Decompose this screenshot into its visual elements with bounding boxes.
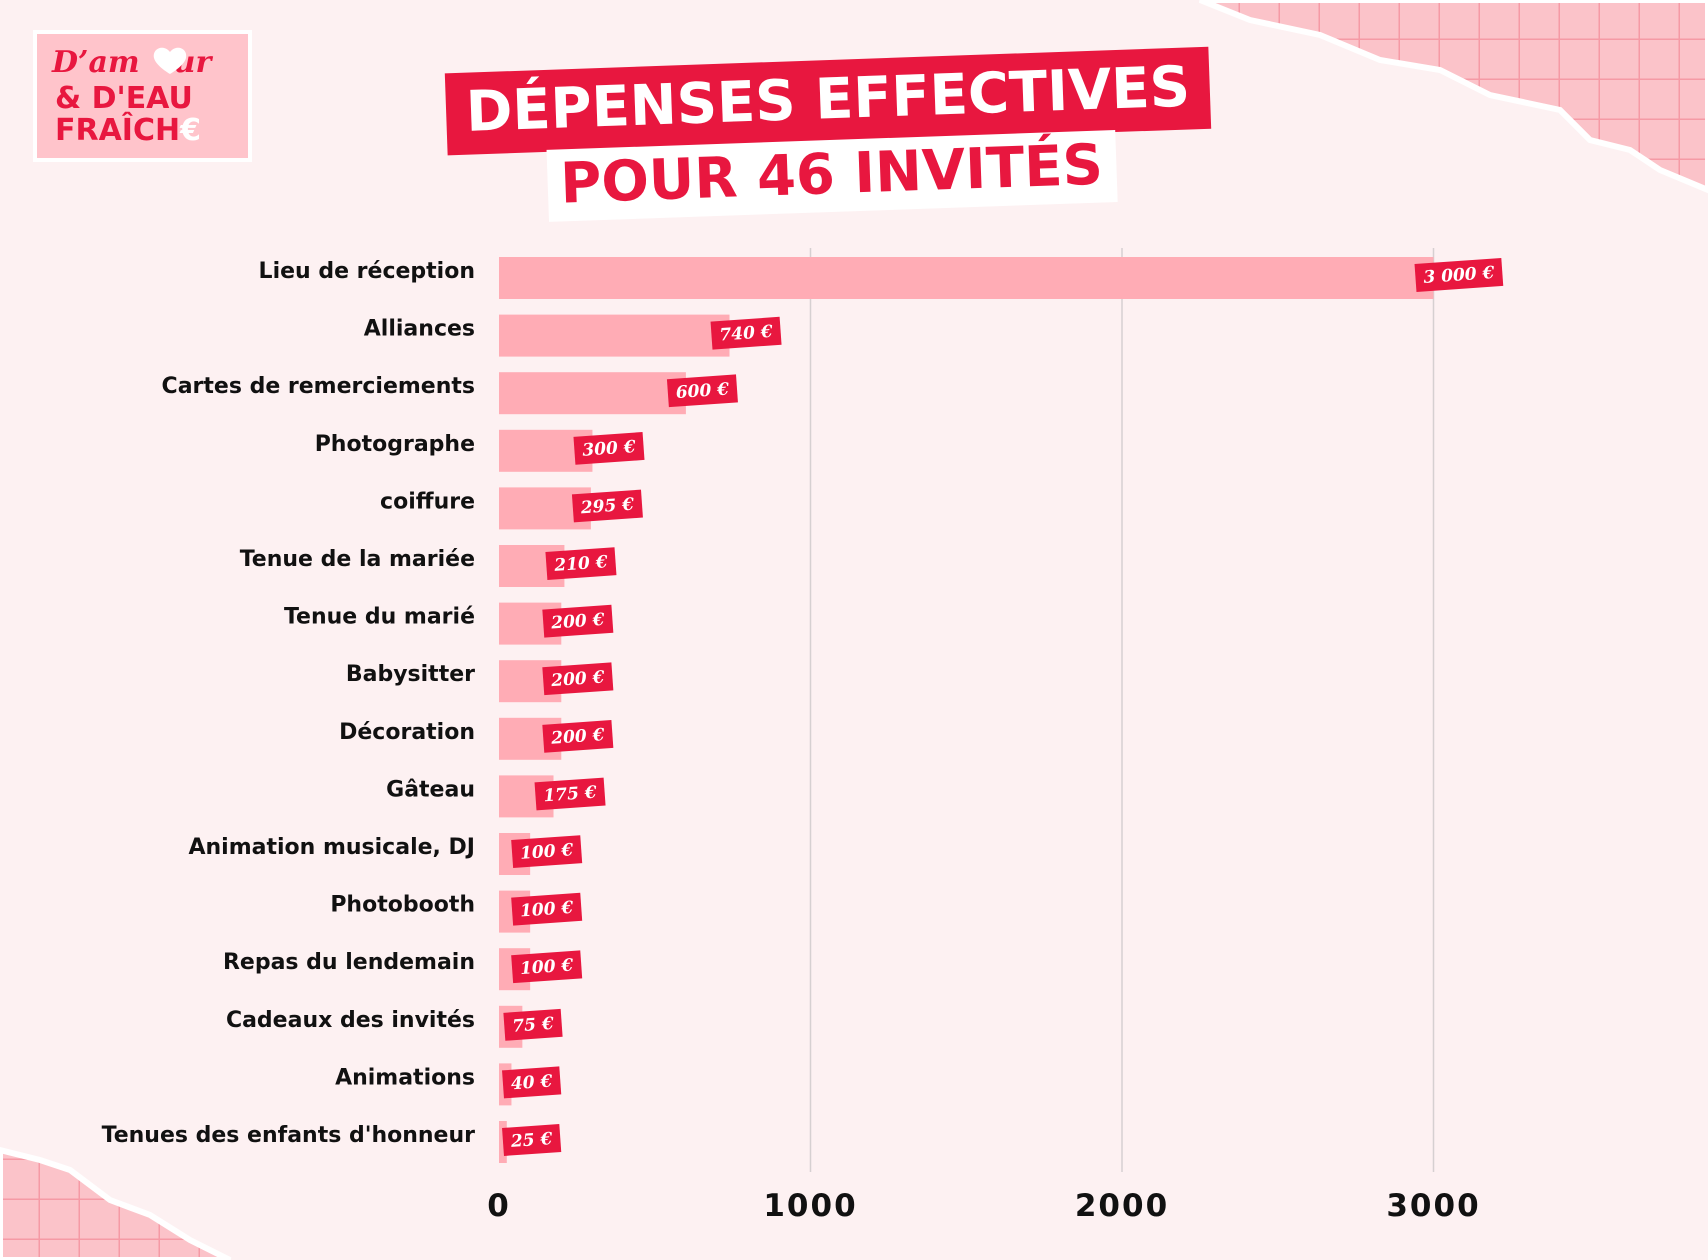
value-label-group: 200 € [542,720,614,753]
value-label: 175 € [543,783,598,807]
value-label-group: 210 € [545,547,617,580]
y-tick-label: Tenue de la mariée [240,547,475,572]
value-label: 100 € [519,840,574,864]
x-tick-label: 2000 [1075,1188,1169,1224]
value-label-bg [571,489,643,523]
value-label: 300 € [582,437,637,461]
value-label-group: 200 € [542,662,614,696]
y-tick-label: Animations [335,1065,475,1090]
value-label-group: 40 € [502,1066,562,1099]
value-label-bg [511,835,583,868]
logo-text: FRAÎCH€ [55,112,201,148]
value-label: 25 € [509,1129,553,1152]
value-label-bg [573,432,645,465]
value-label: 200 € [550,667,606,691]
value-label-group: 100 € [511,950,583,984]
value-label: 200 € [550,610,606,634]
value-label: 210 € [553,552,609,576]
decor-corner [1198,0,1708,194]
y-tick-label: Babysitter [346,662,475,687]
y-tick-label: Gâteau [386,777,475,802]
logo-text: D’am ur [51,45,213,80]
bar [499,314,730,357]
value-label-group: 25 € [502,1124,562,1156]
value-label-bg [534,777,606,811]
value-label-bg [502,1066,562,1099]
y-tick-label: Lieu de réception [259,259,475,284]
y-tick-label: Tenues des enfants d'honneur [102,1123,476,1148]
x-tick-label: 3000 [1386,1188,1480,1224]
value-label-group: 740 € [710,316,782,350]
y-tick-label: Photobooth [330,893,475,918]
value-label-bg [542,720,614,753]
bar [499,1121,507,1163]
bar [499,372,686,415]
value-label-group: 175 € [534,777,606,811]
value-label-group: 100 € [511,892,583,926]
logo-heart [153,47,187,74]
x-tick-label: 0 [487,1188,511,1224]
value-label-bg [542,604,614,638]
value-label: 600 € [675,379,730,403]
value-label-group: 200 € [542,604,614,638]
value-label: 3 000 € [1423,263,1495,288]
y-tick-label: Alliances [364,317,475,342]
logo-text: € [179,113,201,148]
y-tick-label: Tenue du marié [284,605,475,630]
value-label: 295 € [579,495,635,519]
value-label-group: 600 € [666,374,738,408]
value-label: 40 € [510,1071,553,1094]
value-label-group: 100 € [511,835,583,868]
y-tick-label: Cadeaux des invités [226,1008,475,1033]
value-label-bg [503,1008,563,1041]
value-label-group: 295 € [571,489,643,523]
value-label-group: 75 € [503,1008,563,1041]
value-label: 200 € [550,725,606,749]
y-tick-label: Repas du lendemain [223,950,475,975]
title-box [546,130,1118,222]
value-label-bg [502,1124,562,1156]
value-label: 100 € [519,898,574,922]
decor-corner [0,1146,232,1260]
y-tick-label: Photographe [315,432,475,457]
y-tick-label: coiffure [380,489,475,514]
value-label-bg [511,950,583,984]
logo-box [33,30,252,162]
logo: D’am ur & D'EAU FRAÎCH€ [33,30,252,162]
y-tick-label: Décoration [339,720,475,745]
value-label: 75 € [512,1014,555,1037]
title-group: DÉPENSES EFFECTIVES POUR 46 INVITÉS [444,46,1212,222]
y-tick-label: Cartes de remerciements [162,374,475,399]
value-label-group: 3 000 € [1414,257,1504,292]
logo-text: D’am [51,45,140,80]
value-label-bg [545,547,617,580]
title-box [444,46,1212,156]
value-label-bg [511,892,583,926]
bar [499,257,1434,299]
value-label-group: 300 € [573,432,645,465]
value-label: 100 € [519,955,574,979]
y-tick-label: Animation musicale, DJ [188,835,475,860]
value-label-bg [666,374,738,408]
x-tick-label: 1000 [763,1188,857,1224]
logo-text: FRAÎCH [55,112,180,148]
value-label-bg [1414,257,1504,292]
value-label-bg [710,316,782,350]
value-label: 740 € [719,322,774,346]
logo-text: & D'EAU [55,81,193,116]
value-label-bg [542,662,614,696]
